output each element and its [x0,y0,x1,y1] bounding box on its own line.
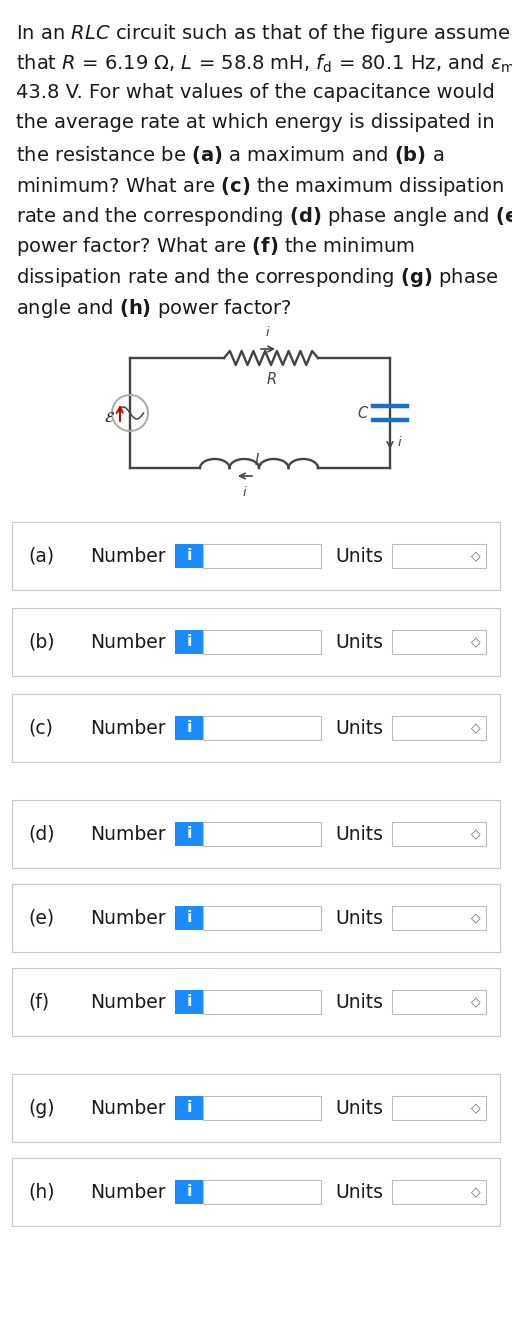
Text: Units: Units [335,909,383,928]
FancyBboxPatch shape [392,1096,486,1120]
Text: angle and $\mathbf{(h)}$ power factor?: angle and $\mathbf{(h)}$ power factor? [16,296,292,320]
Text: $L$: $L$ [254,452,264,468]
FancyBboxPatch shape [12,968,500,1036]
Text: (f): (f) [28,993,49,1012]
FancyBboxPatch shape [203,544,321,568]
FancyBboxPatch shape [175,906,203,930]
FancyBboxPatch shape [203,631,321,655]
Text: i: i [186,1185,192,1200]
Text: Units: Units [335,1182,383,1201]
Text: the resistance be $\mathbf{(a)}$ a maximum and $\mathbf{(b)}$ a: the resistance be $\mathbf{(a)}$ a maxim… [16,144,444,167]
Text: ◇: ◇ [471,1185,481,1198]
Text: In an $\mathit{RLC}$ circuit such as that of the figure assume: In an $\mathit{RLC}$ circuit such as tha… [16,23,510,45]
FancyBboxPatch shape [392,716,486,740]
FancyBboxPatch shape [12,1074,500,1142]
FancyBboxPatch shape [392,990,486,1014]
Text: (e): (e) [28,909,54,928]
FancyBboxPatch shape [175,822,203,846]
FancyBboxPatch shape [203,716,321,740]
FancyBboxPatch shape [175,1096,203,1120]
FancyBboxPatch shape [12,800,500,868]
Text: Number: Number [90,718,165,737]
Text: Units: Units [335,1098,383,1117]
FancyBboxPatch shape [203,1096,321,1120]
Text: Units: Units [335,993,383,1012]
Text: rate and the corresponding $\mathbf{(d)}$ phase angle and $\mathbf{(e)}$: rate and the corresponding $\mathbf{(d)}… [16,205,512,228]
Text: $i$: $i$ [242,485,248,499]
FancyBboxPatch shape [203,1180,321,1204]
Text: (c): (c) [28,718,53,737]
Text: ◇: ◇ [471,996,481,1009]
Text: ◇: ◇ [471,549,481,563]
FancyBboxPatch shape [175,990,203,1014]
FancyBboxPatch shape [12,694,500,762]
Text: ◇: ◇ [471,1101,481,1114]
Text: Number: Number [90,547,165,565]
Text: that $R$ = 6.19 $\Omega$, $L$ = 58.8 mH, $f_\mathrm{d}$ = 80.1 Hz, and $\varepsi: that $R$ = 6.19 $\Omega$, $L$ = 58.8 mH,… [16,52,512,75]
FancyBboxPatch shape [203,906,321,930]
Text: ◇: ◇ [471,912,481,925]
Text: $i$: $i$ [265,325,271,339]
Text: minimum? What are $\mathbf{(c)}$ the maximum dissipation: minimum? What are $\mathbf{(c)}$ the max… [16,175,504,197]
FancyBboxPatch shape [203,822,321,846]
Text: $i$: $i$ [397,435,402,449]
Text: Units: Units [335,632,383,652]
FancyBboxPatch shape [392,544,486,568]
FancyBboxPatch shape [175,716,203,740]
FancyBboxPatch shape [175,631,203,655]
Text: 43.8 V. For what values of the capacitance would: 43.8 V. For what values of the capacitan… [16,83,495,103]
FancyBboxPatch shape [203,990,321,1014]
FancyBboxPatch shape [175,544,203,568]
Text: (d): (d) [28,825,54,844]
Text: i: i [186,826,192,841]
FancyBboxPatch shape [392,1180,486,1204]
Text: Units: Units [335,547,383,565]
FancyBboxPatch shape [12,523,500,591]
Text: Number: Number [90,632,165,652]
FancyBboxPatch shape [12,884,500,952]
Text: ◇: ◇ [471,636,481,648]
Text: Units: Units [335,718,383,737]
Text: (h): (h) [28,1182,54,1201]
Text: $\mathcal{E}$: $\mathcal{E}$ [104,411,115,425]
Text: i: i [186,994,192,1009]
Text: i: i [186,721,192,736]
Text: Number: Number [90,909,165,928]
Text: the average rate at which energy is dissipated in: the average rate at which energy is diss… [16,113,495,132]
Text: Number: Number [90,1182,165,1201]
Text: Number: Number [90,1098,165,1117]
FancyBboxPatch shape [392,822,486,846]
Text: ◇: ◇ [471,721,481,734]
FancyBboxPatch shape [392,631,486,655]
FancyBboxPatch shape [392,906,486,930]
Text: (b): (b) [28,632,54,652]
FancyBboxPatch shape [12,608,500,676]
Text: power factor? What are $\mathbf{(f)}$ the minimum: power factor? What are $\mathbf{(f)}$ th… [16,236,415,259]
FancyBboxPatch shape [12,1158,500,1226]
Text: i: i [186,1101,192,1116]
Text: Number: Number [90,993,165,1012]
Text: ◇: ◇ [471,828,481,841]
FancyBboxPatch shape [175,1180,203,1204]
Text: Units: Units [335,825,383,844]
Text: i: i [186,635,192,649]
Text: (a): (a) [28,547,54,565]
Text: i: i [186,910,192,925]
Text: dissipation rate and the corresponding $\mathbf{(g)}$ phase: dissipation rate and the corresponding $… [16,267,498,289]
Text: i: i [186,548,192,564]
Text: $R$: $R$ [266,371,276,387]
Text: Number: Number [90,825,165,844]
Text: (g): (g) [28,1098,54,1117]
Text: $C$: $C$ [357,405,369,421]
